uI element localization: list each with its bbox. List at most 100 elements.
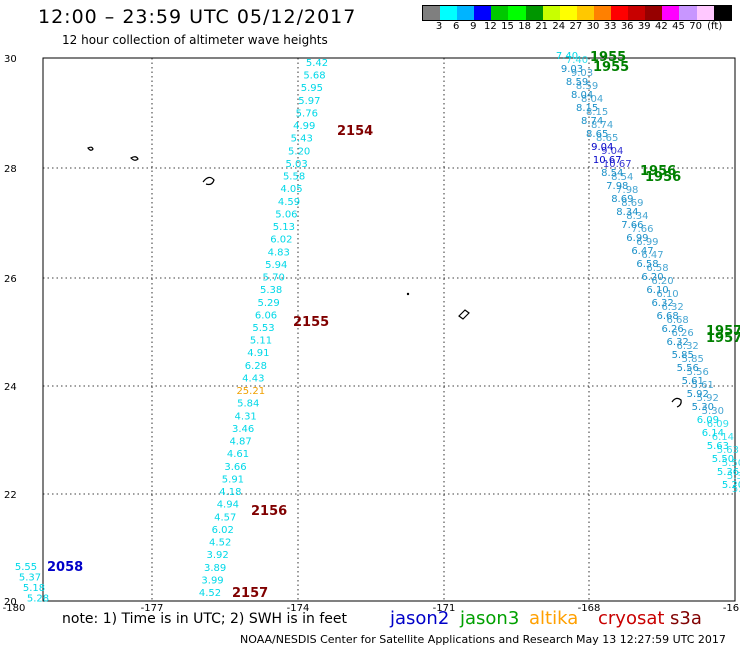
lon-tick-label: -168 — [578, 603, 601, 614]
swh-value: 6.68 — [656, 311, 678, 322]
color-scale-label: 21 — [535, 21, 549, 32]
satellite-label-jason3: jason3 — [460, 608, 520, 629]
swh-value: 3.99 — [201, 575, 223, 586]
swh-value: 8.54 — [611, 172, 633, 183]
color-scale-label: 6 — [453, 21, 460, 32]
swh-value: 5.55 — [15, 562, 37, 573]
color-scale-label: 45 — [672, 21, 685, 32]
swh-value: 5.63 — [707, 441, 729, 452]
swh-value: 5.84 — [237, 399, 259, 410]
pass-time-label: 2155 — [293, 315, 329, 330]
color-scale-label: 15 — [501, 21, 514, 32]
swh-value: 6.58 — [636, 259, 658, 270]
swh-value: 8.69 — [611, 194, 633, 205]
swh-value: 8.65 — [596, 133, 618, 144]
swh-value: 6.47 — [641, 250, 663, 261]
color-swatch — [440, 6, 458, 20]
units-note: note: 1) Time is in UTC; 2) SWH is in fe… — [62, 611, 348, 627]
swh-value: 4.31 — [235, 411, 257, 422]
pass-time-label: 2154 — [337, 124, 373, 139]
island-outline — [130, 156, 139, 161]
lat-tick-label: 26 — [4, 274, 17, 285]
color-swatch — [593, 6, 612, 20]
swh-value: 4.05 — [280, 184, 302, 195]
swh-value: 7.98 — [606, 181, 628, 192]
island-outline — [87, 146, 94, 151]
swh-value: 6.09 — [697, 415, 719, 426]
swh-value: 6.14 — [702, 428, 724, 439]
swh-value: 4.59 — [278, 197, 300, 208]
color-scale-label: 33 — [603, 21, 617, 32]
lon-tick-label: -171 — [433, 603, 456, 614]
swh-value: 6.09 — [707, 419, 729, 430]
swh-value: 5.58 — [283, 172, 305, 183]
swh-value: 8.59 — [566, 77, 588, 88]
swh-value: 6.32 — [661, 302, 683, 313]
swh-value: 8.59 — [576, 81, 598, 92]
pass-time-label: 1955 — [590, 50, 626, 65]
color-scale-label: 24 — [552, 21, 566, 32]
swh-value: 9.04 — [601, 146, 623, 157]
swh-value: 10.67 — [603, 159, 632, 170]
track-2154-2157: 5.42 5.685.95 5.975.76 4.99 5.435.20 5.03 5.58… — [199, 58, 328, 599]
swh-value: 9.03 — [571, 68, 593, 79]
swh-value: 9.04 — [591, 142, 613, 153]
lat-tick-label: 20 — [4, 597, 17, 608]
swh-value: 5.43 — [291, 134, 313, 145]
swh-value: 3.66 — [224, 462, 246, 473]
swh-value: 7.66 — [631, 224, 653, 235]
swh-value: 5.50 — [722, 458, 740, 469]
swh-value: 6.28 — [245, 361, 267, 372]
swh-value: 5.85 — [682, 354, 704, 365]
map-frame — [42, 57, 736, 602]
swh-value: 5.94 — [265, 260, 287, 271]
swh-value: 6.99 — [626, 233, 648, 244]
swh-value: 6.99 — [636, 237, 658, 248]
color-scale-label: 9 — [470, 21, 477, 32]
pass-time-label: 2157 — [232, 586, 268, 601]
swh-value: 6.68 — [666, 315, 688, 326]
swh-value: 6.06 — [255, 310, 277, 321]
track-2058: 5.555.375.185.28 — [15, 562, 49, 605]
swh-value: 8.65 — [586, 129, 608, 140]
swh-value: 8.34 — [616, 207, 638, 218]
swh-value: 8.74 — [581, 116, 603, 127]
swh-value: 8.34 — [626, 211, 648, 222]
swh-value: 5.20 — [722, 480, 740, 491]
swh-value: 6.26 — [662, 324, 684, 335]
island-outline — [458, 309, 470, 320]
pass-time-label: 2058 — [47, 560, 83, 575]
swh-value: 8.04 — [581, 94, 603, 105]
swh-value: 5.28 — [27, 594, 49, 605]
swh-value: 4.52 — [199, 588, 221, 599]
lon-tick-label: -16 — [723, 603, 739, 614]
map-axes: -180 -177 -174 -171 -168 -16 30 28 26 24 22 20 — [3, 54, 740, 614]
satellite-label-s3a: s3a — [670, 608, 702, 629]
swh-value: 4.91 — [247, 348, 269, 359]
swh-value: 3.92 — [207, 550, 229, 561]
swh-value: 5.36 — [717, 467, 739, 478]
swh-value: 6.26 — [672, 328, 694, 339]
swh-value: 25.21 — [236, 386, 265, 397]
pass-time-label: 1957 — [706, 324, 740, 339]
swh-value: 8.04 — [571, 90, 593, 101]
lon-tick-label: -174 — [287, 603, 310, 614]
swh-value: 6.32 — [651, 298, 673, 309]
swh-value: 5.30 — [692, 402, 714, 413]
lat-tick-label: 24 — [4, 382, 17, 393]
swh-value: 8.15 — [576, 103, 598, 114]
page-subtitle: 12 hour collection of altimeter wave hei… — [62, 33, 328, 47]
swh-value: 5.91 — [222, 474, 244, 485]
track-1955-1957: 7.409.038.598.048.158.748.659.0410.678.5… — [556, 51, 740, 495]
swh-value: 5.20 — [732, 484, 740, 495]
swh-value: 6.02 — [270, 235, 292, 246]
swh-value: 4.57 — [214, 512, 236, 523]
color-swatch — [423, 6, 441, 20]
color-swatch — [474, 6, 492, 20]
swh-value: 5.61 — [682, 376, 704, 387]
color-swatch — [508, 6, 526, 20]
swh-value: 5.53 — [252, 323, 274, 334]
swh-value: 3.89 — [204, 563, 226, 574]
color-swatch — [628, 6, 646, 20]
color-swatch — [542, 6, 560, 20]
